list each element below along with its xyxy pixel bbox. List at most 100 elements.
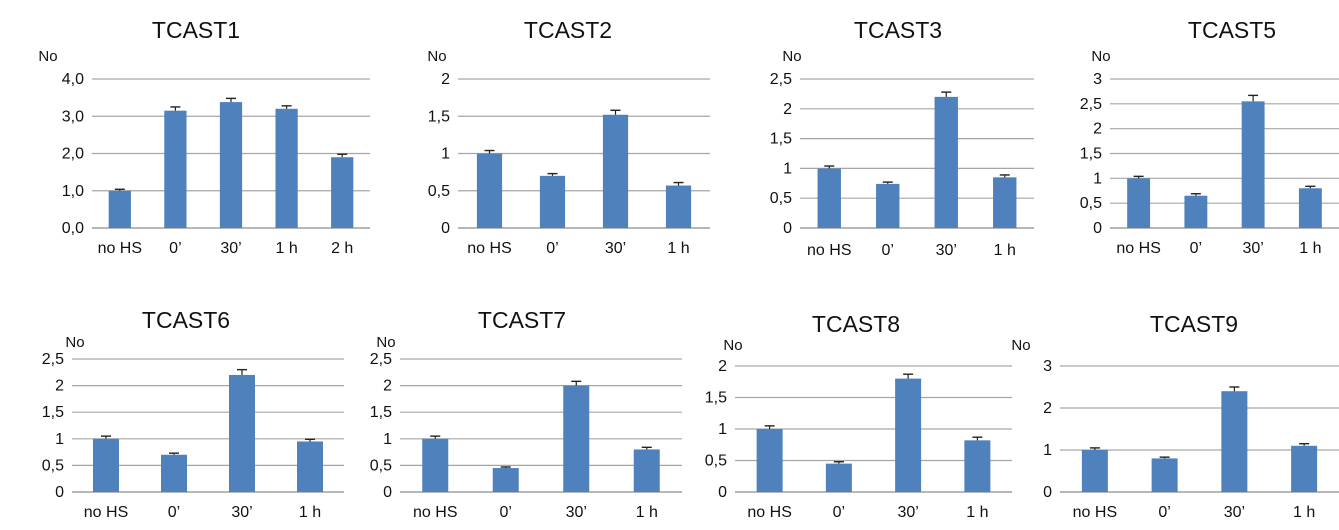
bar <box>817 168 841 228</box>
x-tick-label: 0’ <box>168 504 180 521</box>
y-tick-label: 2 <box>783 101 792 118</box>
bar <box>563 385 590 492</box>
bar <box>964 440 991 492</box>
y-tick-label: 1 <box>441 146 450 163</box>
bar <box>1241 101 1265 228</box>
y-tick-label: 1,5 <box>705 390 727 407</box>
y-axis-label: No <box>376 334 395 351</box>
bar <box>1081 450 1108 492</box>
x-tick-label: no HS <box>1073 504 1117 521</box>
chart-title: TCAST3 <box>854 17 942 43</box>
chart-panel-tcast3: TCAST3 No 0 0,5 1 1,5 2 2,5 no HS 0’ 30’ 1 h <box>770 17 1034 259</box>
bar <box>934 96 958 228</box>
bar <box>164 110 187 228</box>
y-tick-label: 1,5 <box>428 108 450 125</box>
y-tick-label: 2 <box>55 378 64 395</box>
y-tick-label: 1,5 <box>1080 146 1102 163</box>
y-tick-label: 1,5 <box>770 131 792 148</box>
y-tick-label: 1 <box>718 421 727 438</box>
chart-panel-tcast5: TCAST5 No 0 0,5 1 1,5 2 2,5 3 no HS 0’ 30’ 1 h <box>1080 17 1339 257</box>
chart-title: TCAST2 <box>524 17 612 43</box>
x-tick-label: 1 h <box>275 240 297 257</box>
chart-panel-tcast8: TCAST8 No 0 0,5 1 1,5 2 no HS 0’ 30’ 1 h <box>705 311 1012 521</box>
x-tick-label: 0’ <box>833 504 845 521</box>
bar <box>665 185 692 228</box>
y-tick-label: 2,5 <box>42 351 64 368</box>
x-tick-label: 1 h <box>636 504 658 521</box>
bar <box>422 438 449 492</box>
bar <box>1184 195 1208 228</box>
x-tick-label: 30’ <box>1242 240 1263 257</box>
y-tick-label: 2 <box>1043 400 1052 417</box>
chart-title: TCAST8 <box>812 311 900 337</box>
y-tick-label: 1,5 <box>370 404 392 421</box>
y-tick-label: 0,5 <box>428 183 450 200</box>
y-axis-label: No <box>782 48 801 65</box>
bar <box>1151 458 1178 492</box>
chart-title: TCAST6 <box>142 307 230 333</box>
y-tick-label: 1 <box>783 160 792 177</box>
y-tick-label: 2,5 <box>1080 96 1102 113</box>
chart-panel-tcast2: TCAST2 No 0 0,5 1 1,5 2 no HS 0’ 30’ 1 h <box>427 17 710 257</box>
y-tick-label: 1,5 <box>42 404 64 421</box>
y-tick-label: 0,5 <box>1080 195 1102 212</box>
y-axis-label: No <box>427 48 446 65</box>
chart-panel-tcast6: TCAST6 No 0 0,5 1 1,5 2 2,5 no HS 0’ 30’ 1 h <box>42 307 344 521</box>
x-tick-label: no HS <box>807 242 851 259</box>
y-tick-label: 3 <box>1043 358 1052 375</box>
chart-title: TCAST5 <box>1188 17 1276 43</box>
bar <box>1221 391 1248 492</box>
x-tick-label: 30’ <box>897 504 918 521</box>
x-tick-label: 0’ <box>1158 504 1170 521</box>
chart-panel-tcast1: TCAST1 No 0,0 1,0 2,0 3,0 4,0 no HS 0’ 30’ 1 h 2 h <box>38 17 370 257</box>
y-axis-label: No <box>723 337 742 354</box>
y-axis-label: No <box>65 334 84 351</box>
x-tick-label: 0’ <box>546 240 558 257</box>
y-tick-label: 0 <box>383 484 392 501</box>
y-tick-label: 1 <box>55 431 64 448</box>
y-tick-label: 3,0 <box>62 108 84 125</box>
x-tick-label: no HS <box>413 504 457 521</box>
x-tick-label: 1 h <box>1299 240 1321 257</box>
y-tick-label: 0,5 <box>370 457 392 474</box>
bar <box>275 108 298 228</box>
y-tick-label: 2 <box>383 378 392 395</box>
y-axis-label: No <box>38 48 57 65</box>
y-tick-label: 0,5 <box>42 457 64 474</box>
chart-panel-tcast7: TCAST7 No 0 0,5 1 1,5 2 2,5 no HS 0’ 30’ 1 h <box>370 307 682 521</box>
chart-title: TCAST7 <box>478 307 566 333</box>
y-axis-label: No <box>1091 48 1110 65</box>
bar <box>492 468 519 492</box>
x-tick-label: no HS <box>467 240 511 257</box>
y-tick-label: 1 <box>1093 170 1102 187</box>
x-tick-label: 0’ <box>500 504 512 521</box>
y-tick-label: 3 <box>1093 71 1102 88</box>
x-tick-label: no HS <box>747 504 791 521</box>
bar <box>476 153 503 228</box>
x-tick-label: 30’ <box>1224 504 1245 521</box>
x-tick-label: 30’ <box>231 504 252 521</box>
bar <box>229 374 255 492</box>
y-axis-label: No <box>1011 337 1030 354</box>
x-tick-label: 30’ <box>936 242 957 259</box>
bar <box>756 429 783 492</box>
x-tick-label: 1 h <box>994 242 1016 259</box>
bar <box>1127 178 1151 228</box>
x-tick-label: 0’ <box>169 240 181 257</box>
bar <box>539 175 566 228</box>
x-tick-label: 0’ <box>1190 240 1202 257</box>
y-tick-label: 2 <box>718 358 727 375</box>
y-tick-label: 1,0 <box>62 183 84 200</box>
y-tick-label: 1 <box>383 431 392 448</box>
x-tick-label: 0’ <box>882 242 894 259</box>
y-tick-label: 1 <box>1043 442 1052 459</box>
bar <box>297 441 323 492</box>
x-tick-label: 1 h <box>966 504 988 521</box>
y-tick-label: 0 <box>718 484 727 501</box>
y-tick-label: 2 <box>1093 121 1102 138</box>
x-tick-label: no HS <box>1116 240 1160 257</box>
y-tick-label: 0,0 <box>62 220 84 237</box>
y-tick-label: 2 <box>441 71 450 88</box>
bar <box>993 177 1017 228</box>
